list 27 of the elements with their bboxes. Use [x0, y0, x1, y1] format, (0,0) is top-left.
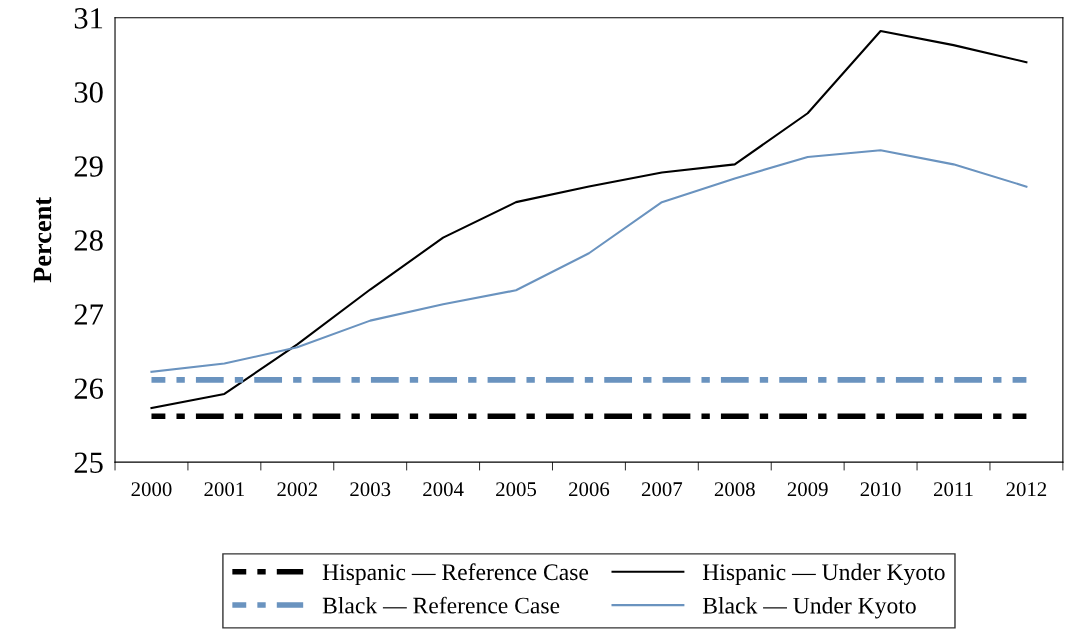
- x-tick-label: 2004: [423, 482, 464, 497]
- legend-label: Black — Under Kyoto: [702, 596, 916, 619]
- legend-label: Hispanic — Reference Case: [322, 563, 589, 585]
- y-tick-label: 26: [74, 378, 103, 399]
- y-tick-label: 25: [74, 452, 103, 473]
- x-tick-label: 2000: [131, 482, 172, 497]
- x-tick-label: 2002: [277, 482, 317, 497]
- x-tick-label: 2006: [569, 482, 610, 497]
- legend-label: Black — Reference Case: [322, 596, 560, 614]
- line-series: [150, 149, 1028, 373]
- y-axis-title: Percent: [33, 197, 52, 283]
- x-tick-label: 2001: [204, 482, 244, 497]
- legend-label: Hispanic — Under Kyoto: [702, 563, 945, 586]
- y-tick-label: 30: [74, 82, 103, 103]
- line-series: [150, 30, 1028, 410]
- x-tick-label: 2012: [1006, 482, 1047, 497]
- x-tick-label: 2011: [933, 482, 973, 497]
- x-tick-label: 2007: [641, 482, 683, 497]
- x-tick-label: 2003: [350, 482, 391, 497]
- x-tick-label: 2005: [496, 482, 537, 497]
- y-tick-label: 28: [74, 230, 103, 251]
- y-tick-label: 31: [74, 8, 103, 29]
- x-tick-label: 2010: [860, 482, 901, 497]
- y-tick-label: 27: [74, 304, 104, 325]
- x-tick-label: 2009: [787, 482, 828, 497]
- x-tick-label: 2008: [714, 482, 755, 497]
- y-tick-label: 29: [74, 156, 103, 177]
